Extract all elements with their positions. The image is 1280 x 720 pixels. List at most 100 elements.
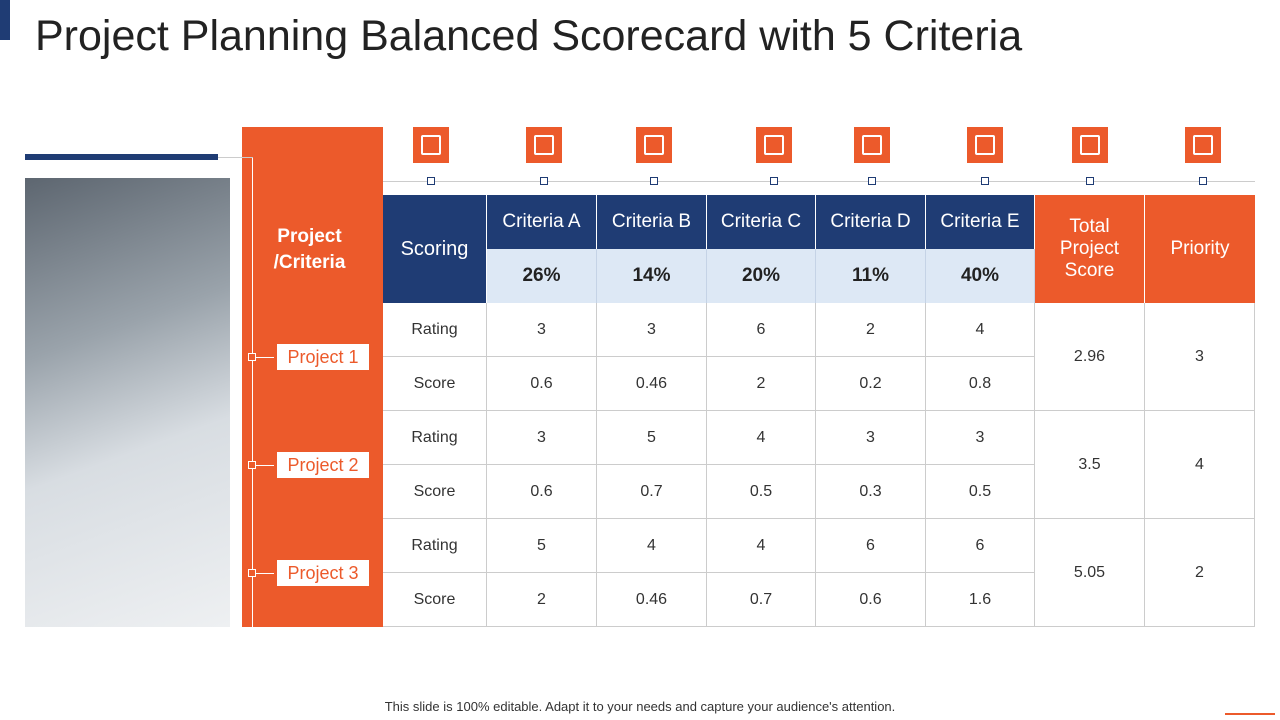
project-label: Project 3 <box>277 560 369 586</box>
icon-glyph <box>975 135 995 155</box>
heading-line: Project <box>277 226 342 247</box>
icon <box>526 127 562 163</box>
cell-value: 4 <box>597 519 707 573</box>
footer: This slide is 100% editable. Adapt it to… <box>384 699 896 714</box>
cell-value: 4 <box>707 411 816 465</box>
row-label: Rating <box>383 411 487 465</box>
criteria-name: Criteria D <box>816 195 926 249</box>
icon-glyph <box>534 135 554 155</box>
row-label: Score <box>383 573 487 627</box>
cell-value: 3 <box>487 303 597 357</box>
connector-arrow <box>252 357 274 358</box>
criteria-name: Criteria A <box>487 195 597 249</box>
cell-value: 0.3 <box>816 465 926 519</box>
icon-node <box>540 177 548 185</box>
icon-node <box>427 177 435 185</box>
header-line: Total <box>1069 216 1110 237</box>
cell-value: 5 <box>597 411 707 465</box>
connector-node <box>248 353 256 361</box>
icon-node <box>770 177 778 185</box>
connector-node <box>248 461 256 469</box>
icon-node <box>981 177 989 185</box>
criteria-weight: 20% <box>707 249 816 303</box>
cell-value: 3 <box>926 411 1035 465</box>
sidebar-heading: Project/Criteria <box>242 215 377 285</box>
cell-value: 6 <box>816 519 926 573</box>
cell-value: 0.2 <box>816 357 926 411</box>
cell-value: 0.8 <box>926 357 1035 411</box>
row-label: Score <box>383 465 487 519</box>
cell-value: 0.46 <box>597 573 707 627</box>
accent-line <box>1225 713 1275 715</box>
header-cell: Scoring <box>383 195 487 303</box>
accent-bar <box>0 0 10 40</box>
criteria-weight: 40% <box>926 249 1035 303</box>
photo <box>25 178 230 627</box>
cell-value: 0.46 <box>597 357 707 411</box>
icon-node <box>868 177 876 185</box>
cell-value: 3 <box>816 411 926 465</box>
header-cell: Priority <box>1145 195 1255 303</box>
priority: 3 <box>1145 303 1255 411</box>
header-line: Project <box>1059 238 1120 259</box>
connector-arrow <box>252 465 274 466</box>
cell-value: 0.7 <box>597 465 707 519</box>
icon-node <box>1199 177 1207 185</box>
icon <box>756 127 792 163</box>
icon-node <box>1086 177 1094 185</box>
cell-value: 3 <box>597 303 707 357</box>
connector-node <box>248 569 256 577</box>
criteria-name: Criteria B <box>597 195 707 249</box>
criteria-name: Criteria E <box>926 195 1035 249</box>
priority: 2 <box>1145 519 1255 627</box>
cell-value: 6 <box>707 303 816 357</box>
icon <box>1185 127 1221 163</box>
criteria-name: Criteria C <box>707 195 816 249</box>
sidebar <box>242 127 383 627</box>
cell-value: 2 <box>816 303 926 357</box>
project-label: Project 1 <box>277 344 369 370</box>
total-score: 5.05 <box>1035 519 1145 627</box>
row-label: Rating <box>383 303 487 357</box>
cell-value: 0.7 <box>707 573 816 627</box>
criteria-weight: 26% <box>487 249 597 303</box>
cell-value: 0.5 <box>707 465 816 519</box>
icon-glyph <box>644 135 664 155</box>
icon-rule <box>383 181 1255 182</box>
icon <box>854 127 890 163</box>
total-score: 2.96 <box>1035 303 1145 411</box>
connector-arrow <box>252 573 274 574</box>
connector <box>218 157 253 158</box>
cell-value: 2 <box>707 357 816 411</box>
icon <box>636 127 672 163</box>
cell-value: 0.6 <box>487 465 597 519</box>
criteria-weight: 14% <box>597 249 707 303</box>
cell-value: 5 <box>487 519 597 573</box>
icon-glyph <box>421 135 441 155</box>
heading-line: /Criteria <box>273 252 346 273</box>
cell-value: 4 <box>707 519 816 573</box>
header-line: Score <box>1064 260 1115 281</box>
icon-glyph <box>1193 135 1213 155</box>
icon-glyph <box>764 135 784 155</box>
icon <box>1072 127 1108 163</box>
cell-value: 4 <box>926 303 1035 357</box>
total-score: 3.5 <box>1035 411 1145 519</box>
icon <box>967 127 1003 163</box>
row-label: Rating <box>383 519 487 573</box>
cell-value: 6 <box>926 519 1035 573</box>
cell-value: 0.6 <box>816 573 926 627</box>
icon-node <box>650 177 658 185</box>
icon-glyph <box>862 135 882 155</box>
icon <box>413 127 449 163</box>
title: Project Planning Balanced Scorecard with… <box>35 12 1023 60</box>
header-cell: Total Project Score <box>1035 195 1145 303</box>
cell-value: 0.6 <box>487 357 597 411</box>
cell-value: 0.5 <box>926 465 1035 519</box>
criteria-weight: 11% <box>816 249 926 303</box>
cell-value: 2 <box>487 573 597 627</box>
icon-glyph <box>1080 135 1100 155</box>
project-label: Project 2 <box>277 452 369 478</box>
connector <box>252 157 253 627</box>
